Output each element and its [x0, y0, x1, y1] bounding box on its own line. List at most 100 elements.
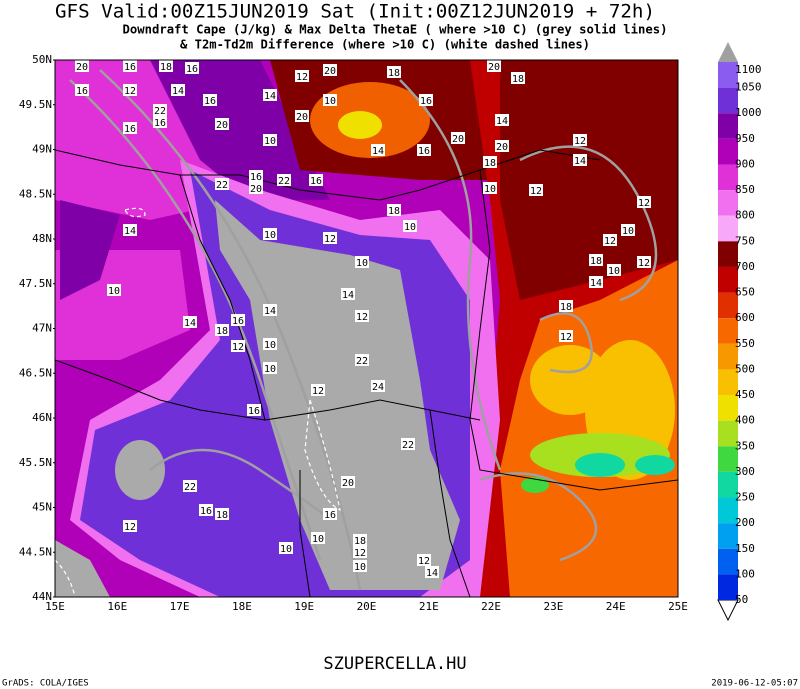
- contour-label: 22: [154, 106, 166, 117]
- contour-label: 14: [172, 86, 184, 97]
- lon-label: 23E: [543, 600, 563, 613]
- contour-label-box: [75, 60, 89, 72]
- contour-label-box: [263, 338, 277, 350]
- lon-label: 22E: [481, 600, 501, 613]
- contour-label-box: [203, 94, 217, 106]
- contour-label-box: [355, 354, 369, 366]
- lat-label: 44N: [32, 590, 52, 603]
- colorbar-label: 350: [735, 439, 755, 452]
- contour-label-box: [295, 70, 309, 82]
- contour-label-box: [607, 264, 621, 276]
- lon-label: 18E: [232, 600, 252, 613]
- contour-label: 12: [312, 386, 324, 397]
- contour-label-box: [573, 134, 587, 146]
- colorbar-label: 900: [735, 157, 755, 170]
- contour-label-box: [183, 316, 197, 328]
- lat-label: 46N: [32, 411, 52, 424]
- colorbar-swatch: [718, 420, 738, 447]
- colorbar-swatch: [718, 471, 738, 498]
- contour-label: 14: [590, 278, 602, 289]
- lat-label: 47.5N: [19, 277, 52, 290]
- contour-label: 16: [420, 96, 432, 107]
- colorbar-label: 450: [735, 388, 755, 401]
- contour-label-box: [417, 144, 431, 156]
- contour-label: 18: [216, 326, 228, 337]
- lon-label: 25E: [668, 600, 688, 613]
- contour-label-box: [215, 508, 229, 520]
- colorbar-swatch: [718, 241, 738, 267]
- lat-label: 48N: [32, 232, 52, 245]
- contour-label: 20: [452, 134, 464, 145]
- contour-label: 12: [560, 332, 572, 343]
- contour-label-box: [215, 178, 229, 190]
- contour-label-box: [75, 84, 89, 96]
- contour-label-box: [401, 438, 415, 450]
- contour-label: 22: [402, 440, 414, 451]
- contour-label: 10: [356, 258, 368, 269]
- contour-label: 12: [232, 342, 244, 353]
- contour-label: 20: [496, 142, 508, 153]
- contour-label: 16: [250, 172, 262, 183]
- contour-label-box: [183, 480, 197, 492]
- contour-label: 10: [484, 184, 496, 195]
- contour-label-box: [621, 224, 635, 236]
- contour-label: 14: [574, 156, 586, 167]
- contour-label: 18: [388, 68, 400, 79]
- contour-label-box: [277, 174, 291, 186]
- lon-label: 17E: [170, 600, 190, 613]
- contour-label-box: [371, 144, 385, 156]
- contour-label: 10: [264, 136, 276, 147]
- colorbar-label: 300: [735, 465, 755, 478]
- colorbar-label: 700: [735, 260, 755, 273]
- contour-label-box: [153, 104, 167, 116]
- contour-label-box: [279, 542, 293, 554]
- lat-label: 46.5N: [19, 366, 52, 379]
- lat-label: 49N: [32, 143, 52, 156]
- contour-label: 12: [124, 86, 136, 97]
- contour-label-box: [159, 60, 173, 72]
- contour-label-box: [589, 254, 603, 266]
- colorbar-swatch: [718, 138, 738, 165]
- contour-label: 14: [342, 290, 354, 301]
- contour-label: 14: [264, 91, 276, 102]
- colorbar-label: 1100: [735, 63, 762, 76]
- contour-label: 10: [108, 286, 120, 297]
- contour-label-box: [589, 276, 603, 288]
- contour-label-box: [603, 234, 617, 246]
- lon-label: 20E: [357, 600, 377, 613]
- contour-label: 22: [184, 482, 196, 493]
- contour-label: 12: [604, 236, 616, 247]
- contour-label-box: [309, 174, 323, 186]
- subtitle: & T2m-Td2m Difference (where >10 C) (whi…: [180, 38, 590, 52]
- contour-label-box: [637, 196, 651, 208]
- contour-label-box: [487, 60, 501, 72]
- contour-label: 16: [154, 118, 166, 129]
- contour-label-box: [355, 256, 369, 268]
- lon-label: 15E: [45, 600, 65, 613]
- contour-label: 10: [264, 230, 276, 241]
- contour-label: 14: [124, 226, 136, 237]
- title: GFS Valid:00Z15JUN2019 Sat (Init:00Z12JU…: [55, 1, 655, 23]
- contour-label-box: [483, 156, 497, 168]
- contour-label-box: [123, 224, 137, 236]
- contour-label: 16: [248, 406, 260, 417]
- lat-label: 49.5N: [19, 98, 52, 111]
- contour-label-box: [425, 566, 439, 578]
- contour-label: 16: [200, 506, 212, 517]
- contour-label: 20: [76, 62, 88, 73]
- contour-label-box: [231, 340, 245, 352]
- contour-label: 10: [622, 226, 634, 237]
- contour-label-box: [199, 504, 213, 516]
- colorbar-swatch: [718, 446, 738, 472]
- contour-label: 24: [372, 382, 384, 393]
- lat-label: 45.5N: [19, 456, 52, 469]
- contour-label-box: [123, 122, 137, 134]
- colorbar-swatch: [718, 266, 738, 293]
- colorbar-swatch: [718, 215, 738, 242]
- colorbar-swatch: [718, 523, 738, 549]
- contour-label: 10: [324, 96, 336, 107]
- subtitle: Downdraft Cape (J/kg) & Max Delta ThetaE…: [123, 23, 668, 37]
- colorbar-label: 750: [735, 234, 755, 247]
